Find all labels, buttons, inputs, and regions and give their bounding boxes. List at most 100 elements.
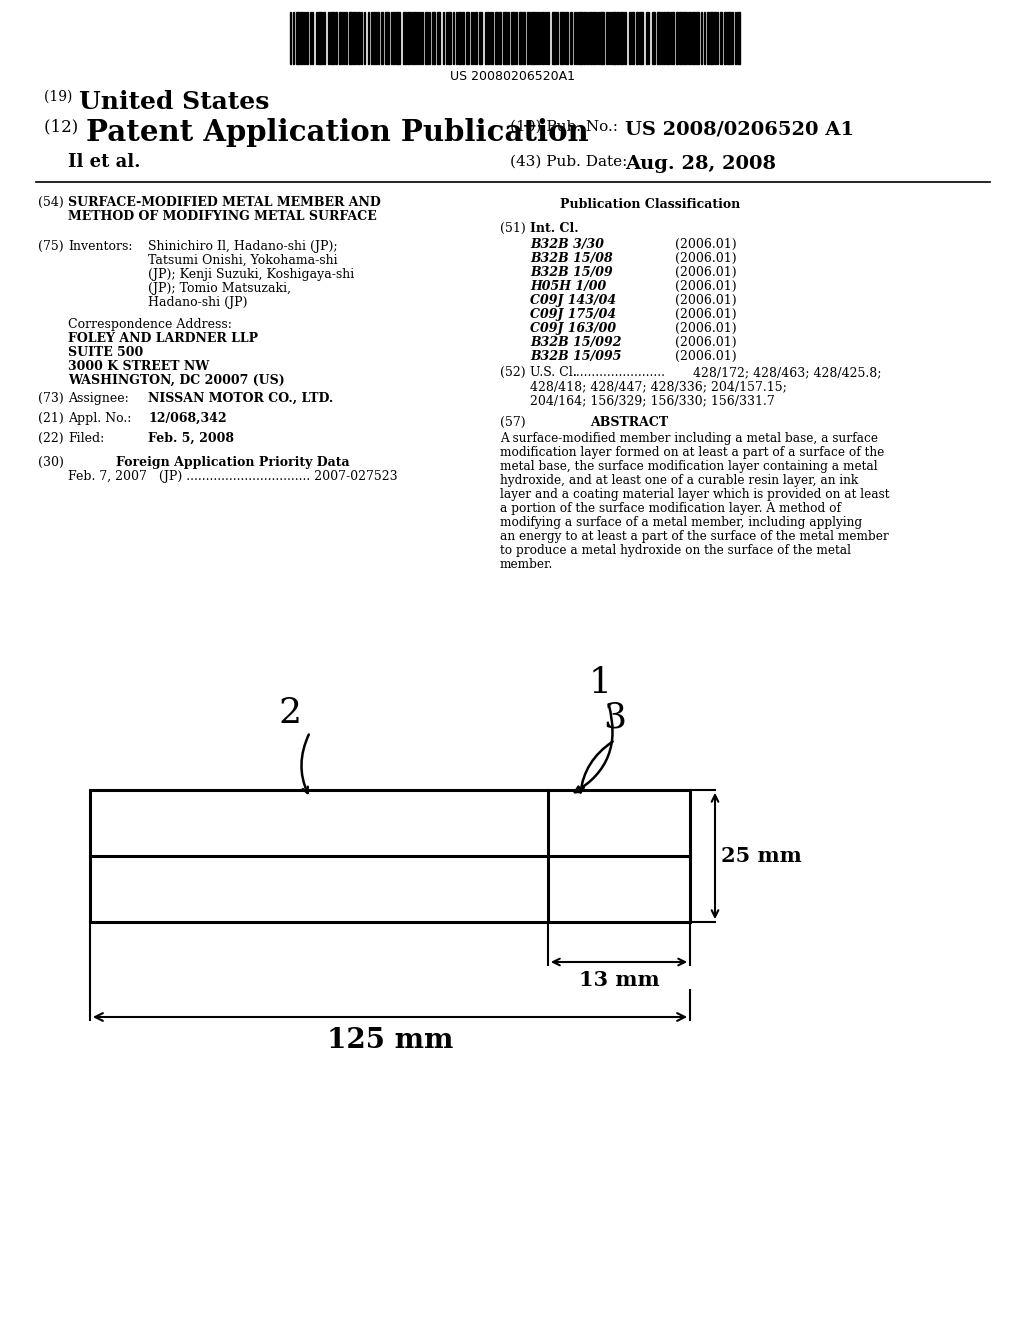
Bar [403,12,406,63]
Bar [547,12,549,63]
Text: B32B 15/095: B32B 15/095 [530,350,622,363]
Text: Feb. 5, 2008: Feb. 5, 2008 [148,432,234,445]
Text: 13 mm: 13 mm [579,970,659,990]
Text: Assignee:: Assignee: [68,392,129,405]
Bar [689,12,691,63]
Bar [676,12,678,63]
Text: H05H 1/00: H05H 1/00 [530,280,606,293]
Text: 428/418; 428/447; 428/336; 204/157.15;: 428/418; 428/447; 428/336; 204/157.15; [530,380,786,393]
Bar [542,12,544,63]
Text: US 2008/0206520 A1: US 2008/0206520 A1 [625,120,854,139]
Bar [458,12,461,63]
Bar [90,789,690,921]
Text: Filed:: Filed: [68,432,104,445]
Text: (57): (57) [500,416,525,429]
Text: B32B 15/08: B32B 15/08 [530,252,612,265]
Bar [432,12,435,63]
Bar [737,12,740,63]
Text: (JP); Tomio Matsuzaki,: (JP); Tomio Matsuzaki, [148,282,291,294]
Bar [679,12,682,63]
Text: ABSTRACT: ABSTRACT [590,416,668,429]
Bar [593,12,595,63]
Bar [393,12,395,63]
Text: a portion of the surface modification layer. A method of: a portion of the surface modification la… [500,502,841,515]
Bar [495,12,498,63]
Text: Inventors:: Inventors: [68,240,132,253]
Bar [710,12,713,63]
Text: hydroxide, and at least one of a curable resin layer, an ink: hydroxide, and at least one of a curable… [500,474,858,487]
Text: (54): (54) [38,195,63,209]
Bar [479,12,482,63]
Bar [330,12,334,63]
Text: C09J 175/04: C09J 175/04 [530,308,616,321]
Text: (75): (75) [38,240,63,253]
Text: (2006.01): (2006.01) [675,322,736,335]
Bar [499,12,501,63]
Bar [639,12,643,63]
Bar [636,12,638,63]
Text: Aug. 28, 2008: Aug. 28, 2008 [625,154,776,173]
Text: (30): (30) [38,455,63,469]
Text: (2006.01): (2006.01) [675,238,736,251]
Text: B32B 3/30: B32B 3/30 [530,238,604,251]
Text: Foreign Application Priority Data: Foreign Application Priority Data [116,455,349,469]
Text: (73): (73) [38,392,63,405]
Bar [523,12,525,63]
Text: Tatsumi Onishi, Yokohama-shi: Tatsumi Onishi, Yokohama-shi [148,253,338,267]
Text: (2006.01): (2006.01) [675,280,736,293]
Text: Feb. 7, 2007   (JP) ................................ 2007-027523: Feb. 7, 2007 (JP) ......................… [68,470,397,483]
Bar [306,12,308,63]
Text: member.: member. [500,558,553,572]
Bar [318,12,322,63]
Text: (10) Pub. No.:: (10) Pub. No.: [510,120,618,135]
Bar [663,12,665,63]
Text: 3: 3 [603,701,627,735]
Bar [527,12,529,63]
Text: 428/172; 428/463; 428/425.8;: 428/172; 428/463; 428/425.8; [693,366,882,379]
Bar [624,12,626,63]
Text: U.S. Cl.: U.S. Cl. [530,366,577,379]
Bar [652,12,655,63]
Text: Il et al.: Il et al. [68,153,140,172]
Text: United States: United States [79,90,269,114]
Bar [449,12,451,63]
Text: (43) Pub. Date:: (43) Pub. Date: [510,154,628,169]
Text: (22): (22) [38,432,63,445]
Bar [632,12,634,63]
Text: 3000 K STREET NW: 3000 K STREET NW [68,360,209,374]
Bar [565,12,568,63]
Text: an energy to at least a part of the surface of the metal member: an energy to at least a part of the surf… [500,531,889,543]
Text: (JP); Kenji Suzuki, Koshigaya-shi: (JP); Kenji Suzuki, Koshigaya-shi [148,268,354,281]
Bar [425,12,428,63]
Text: layer and a coating material layer which is provided on at least: layer and a coating material layer which… [500,488,890,502]
Text: 12/068,342: 12/068,342 [148,412,226,425]
Text: 25 mm: 25 mm [721,846,802,866]
Text: SUITE 500: SUITE 500 [68,346,143,359]
Bar [724,12,726,63]
Text: (19): (19) [44,90,77,104]
Text: Hadano-shi (JP): Hadano-shi (JP) [148,296,248,309]
Bar [335,12,337,63]
Text: (12): (12) [44,117,84,135]
Text: 204/164; 156/329; 156/330; 156/331.7: 204/164; 156/329; 156/330; 156/331.7 [530,393,775,407]
Bar [466,12,469,63]
Bar [570,12,572,63]
Text: (2006.01): (2006.01) [675,308,736,321]
Bar [552,12,556,63]
Bar [600,12,604,63]
Bar [727,12,731,63]
Text: (21): (21) [38,412,63,425]
Bar [413,12,415,63]
Text: Patent Application Publication: Patent Application Publication [86,117,589,147]
Text: FOLEY AND LARDNER LLP: FOLEY AND LARDNER LLP [68,333,258,345]
Text: (51): (51) [500,222,525,235]
Text: Int. Cl.: Int. Cl. [530,222,579,235]
Bar [657,12,660,63]
Text: Publication Classification: Publication Classification [560,198,740,211]
Bar [583,12,585,63]
Text: (2006.01): (2006.01) [675,252,736,265]
Text: modifying a surface of a metal member, including applying: modifying a surface of a metal member, i… [500,516,862,529]
Text: modification layer formed on at least a part of a surface of the: modification layer formed on at least a … [500,446,885,459]
Text: 2: 2 [279,696,301,730]
Bar [323,12,325,63]
